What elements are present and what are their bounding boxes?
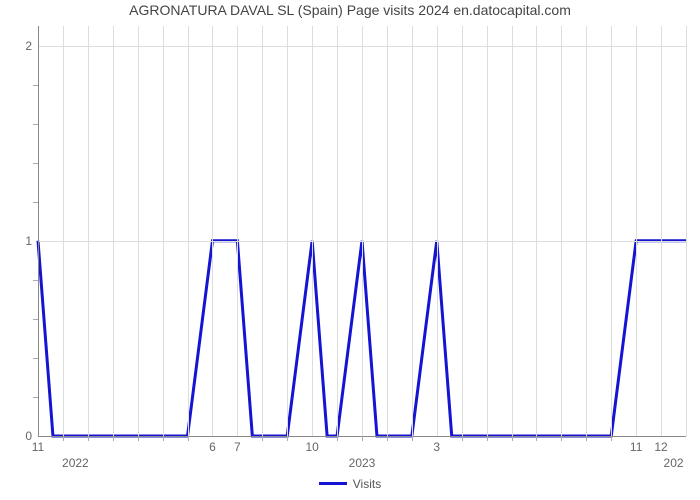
gridline-v [387,26,388,436]
x-minor-tick [487,436,488,441]
x-tick-label: 10 [305,440,318,454]
y-tick-label: 2 [25,39,32,53]
gridline-v [113,26,114,436]
x-year-label: 2023 [349,456,376,470]
x-minor-tick [113,436,114,441]
x-minor-tick [138,436,139,441]
visits-chart: AGRONATURA DAVAL SL (Spain) Page visits … [0,0,700,500]
plot-area: 0121167103111220222023202 [38,26,686,436]
x-minor-tick [412,436,413,441]
x-minor-tick [262,436,263,441]
gridline-v [636,26,637,436]
x-minor-tick [462,436,463,441]
x-minor-tick [387,436,388,441]
x-minor-tick [611,436,612,441]
gridline-v [88,26,89,436]
gridline-v [561,26,562,436]
x-tick-label: 12 [654,440,667,454]
legend-label: Visits [353,477,381,491]
x-minor-tick [536,436,537,441]
x-tick-label: 7 [234,440,241,454]
gridline-v [188,26,189,436]
legend: Visits [0,476,700,491]
x-minor-tick [337,436,338,441]
y-tick-label: 1 [25,234,32,248]
x-minor-tick [561,436,562,441]
x-tick-label: 11 [32,440,44,454]
x-minor-tick [512,436,513,441]
gridline-v [362,26,363,436]
y-axis [38,26,39,436]
gridline-v [287,26,288,436]
gridline-v [337,26,338,436]
chart-title: AGRONATURA DAVAL SL (Spain) Page visits … [0,2,700,18]
gridline-v [412,26,413,436]
gridline-v [437,26,438,436]
legend-swatch [319,482,347,485]
x-minor-tick [163,436,164,441]
x-minor-tick [362,436,363,441]
x-tick-label: 3 [433,440,440,454]
gridline-v [611,26,612,436]
x-year-label: 2022 [62,456,89,470]
gridline-v [312,26,313,436]
x-minor-tick [63,436,64,441]
x-tick-label: 11 [630,440,642,454]
x-minor-tick [586,436,587,441]
gridline-v [512,26,513,436]
gridline-v [586,26,587,436]
gridline-v [63,26,64,436]
gridline-v [462,26,463,436]
gridline-v [163,26,164,436]
gridline-v [536,26,537,436]
x-year-label: 202 [664,456,684,470]
x-minor-tick [88,436,89,441]
gridline-v [262,26,263,436]
gridline-v [237,26,238,436]
gridline-v [686,26,687,436]
x-minor-tick [188,436,189,441]
gridline-v [212,26,213,436]
x-minor-tick [287,436,288,441]
gridline-v [138,26,139,436]
gridline-v [487,26,488,436]
gridline-v [661,26,662,436]
x-tick-label: 6 [209,440,216,454]
